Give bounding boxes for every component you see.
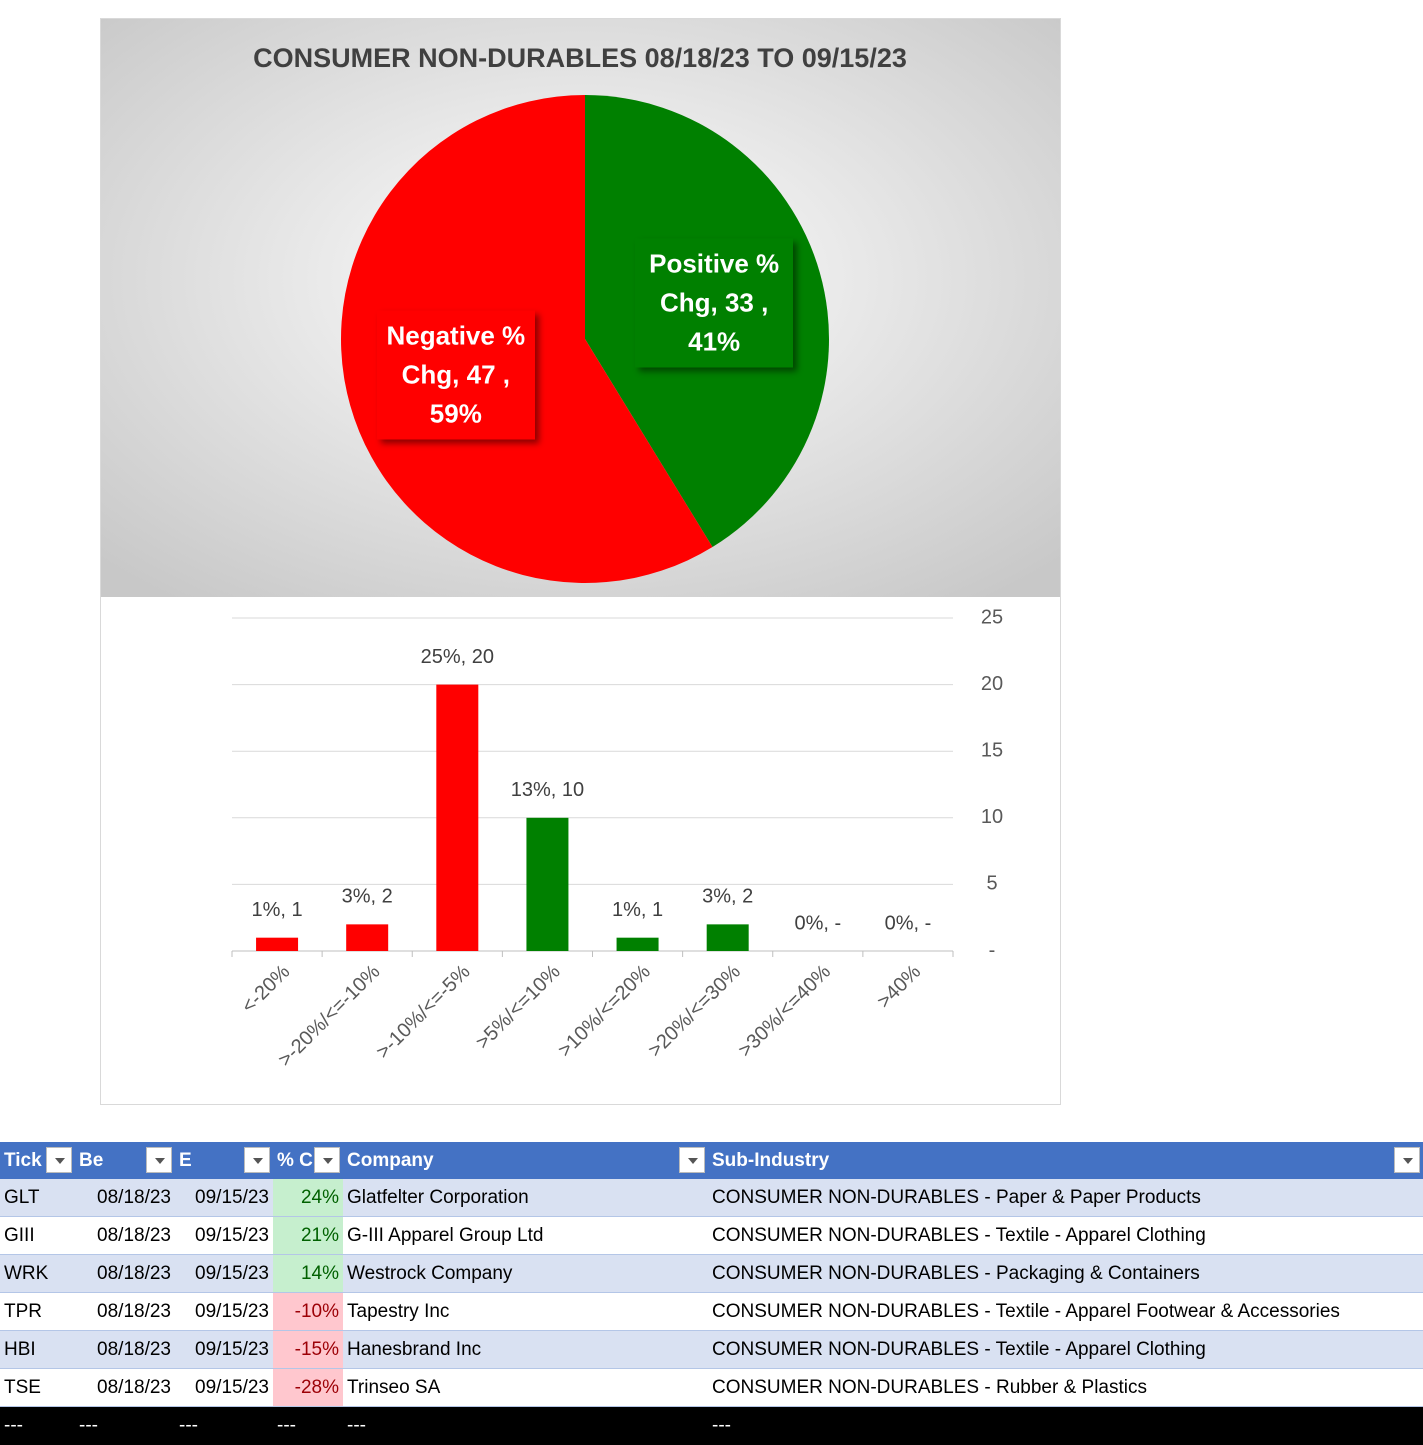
table-cell: Westrock Company — [343, 1254, 708, 1293]
y-tick-label: 25 — [981, 606, 1003, 628]
table-cell: -15% — [273, 1330, 343, 1369]
table-cell: -28% — [273, 1368, 343, 1407]
table-cell: 09/15/23 — [175, 1368, 273, 1407]
footer-cell: --- — [712, 1415, 731, 1436]
table-cell: WRK — [0, 1254, 75, 1293]
table-cell: CONSUMER NON-DURABLES - Paper & Paper Pr… — [708, 1179, 1423, 1217]
y-tick-label: - — [989, 939, 996, 961]
column-header: E — [175, 1142, 273, 1179]
bar-data-label: 0%, - — [794, 912, 841, 934]
filter-dropdown[interactable] — [1394, 1147, 1420, 1173]
table-cell: TPR — [0, 1292, 75, 1331]
footer-cell: --- — [347, 1415, 366, 1436]
y-tick-label: 5 — [986, 873, 997, 895]
column-header-text: E — [179, 1149, 192, 1171]
table-cell: CONSUMER NON-DURABLES - Textile - Appare… — [708, 1216, 1423, 1255]
footer-cell: --- — [4, 1415, 23, 1436]
bar-data-label: 13%, 10 — [511, 779, 584, 801]
table-cell: Glatfelter Corporation — [343, 1179, 708, 1217]
filter-dropdown[interactable] — [679, 1147, 705, 1173]
table-cell: 08/18/23 — [75, 1216, 175, 1255]
table-cell: 08/18/23 — [75, 1368, 175, 1407]
table-cell: 09/15/23 — [175, 1216, 273, 1255]
footer-cell: --- — [79, 1415, 98, 1436]
table-cell: CONSUMER NON-DURABLES - Textile - Appare… — [708, 1292, 1423, 1331]
charts: CONSUMER NON-DURABLES 08/18/23 TO 09/15/… — [100, 18, 1061, 1105]
bar-data-label: 1%, 1 — [251, 899, 302, 921]
chart-title: CONSUMER NON-DURABLES 08/18/23 TO 09/15/… — [253, 43, 907, 73]
table-cell: 21% — [273, 1216, 343, 1255]
column-header: % C — [273, 1142, 343, 1179]
table-cell: HBI — [0, 1330, 75, 1369]
table-cell: CONSUMER NON-DURABLES - Rubber & Plastic… — [708, 1368, 1423, 1407]
table-cell: 08/18/23 — [75, 1254, 175, 1293]
filter-dropdown[interactable] — [244, 1147, 270, 1173]
pie-data-label: Negative % Chg, 47 , 59% — [376, 310, 535, 440]
table-cell: 08/18/23 — [75, 1330, 175, 1369]
table-cell: CONSUMER NON-DURABLES - Packaging & Cont… — [708, 1254, 1423, 1293]
filter-dropdown[interactable] — [46, 1147, 72, 1173]
table-cell: Hanesbrand Inc — [343, 1330, 708, 1369]
column-header-text: % C — [277, 1149, 313, 1171]
column-header: Company — [343, 1142, 708, 1179]
column-header: Sub-Industry — [708, 1142, 1423, 1179]
column-header: Be — [75, 1142, 175, 1179]
table-cell: GLT — [0, 1179, 75, 1217]
bar-data-label: 25%, 20 — [421, 646, 494, 668]
bar — [526, 817, 569, 951]
table-row: TPR 08/18/23 09/15/23 -10% Tapestry Inc CONSU… — [0, 1292, 1423, 1331]
bar — [436, 684, 479, 951]
table-row: GIII 08/18/23 09/15/23 21% G-III Apparel Gro… — [0, 1216, 1423, 1255]
table-row: GLT 08/18/23 09/15/23 24% Glatfelter Corpora… — [0, 1179, 1423, 1217]
table-row: HBI 08/18/23 09/15/23 -15% Hanesbrand Inc CON… — [0, 1330, 1423, 1369]
column-header-text: Be — [79, 1149, 104, 1171]
bar — [256, 937, 299, 951]
filter-dropdown[interactable] — [314, 1147, 340, 1173]
table-cell: 09/15/23 — [175, 1292, 273, 1331]
footer-row: --- --- --- --- --- --- — [0, 1406, 1423, 1445]
table-cell: GIII — [0, 1216, 75, 1255]
pie-data-label: Positive % Chg, 33 , 41% — [635, 238, 794, 368]
table-cell: Tapestry Inc — [343, 1292, 708, 1331]
column-header: Tick — [0, 1142, 75, 1179]
footer-cell: --- — [179, 1415, 198, 1436]
table-cell: 14% — [273, 1254, 343, 1293]
bar — [346, 924, 389, 951]
table-cell: 09/15/23 — [175, 1330, 273, 1369]
y-tick-label: 15 — [981, 739, 1003, 761]
table-row: TSE 08/18/23 09/15/23 -28% Trinseo SA CONSUME… — [0, 1368, 1423, 1407]
table-row: WRK 08/18/23 09/15/23 14% Westrock Company CO… — [0, 1254, 1423, 1293]
table-cell: 08/18/23 — [75, 1179, 175, 1217]
table-cell: 24% — [273, 1179, 343, 1217]
column-header-text: Sub-Industry — [712, 1149, 830, 1171]
bar-data-label: 1%, 1 — [612, 899, 663, 921]
table-cell: TSE — [0, 1368, 75, 1407]
filter-dropdown[interactable] — [146, 1147, 172, 1173]
table-cell: 09/15/23 — [175, 1179, 273, 1217]
footer-cell: --- — [277, 1415, 296, 1436]
column-header-text: Tick — [4, 1149, 42, 1171]
header-row: Tick Be E % C Company Sub-Industry — [0, 1142, 1423, 1179]
data-table: Tick Be E% C Company Sub-Industry GLT 08/18/2… — [0, 1142, 1423, 1445]
table-cell: 09/15/23 — [175, 1254, 273, 1293]
table-cell: 08/18/23 — [75, 1292, 175, 1331]
bar — [616, 937, 659, 951]
table-cell: G-III Apparel Group Ltd — [343, 1216, 708, 1255]
y-tick-label: 20 — [981, 673, 1003, 695]
bar — [706, 924, 749, 951]
bar-data-label: 3%, 2 — [342, 886, 393, 908]
table-cell: Trinseo SA — [343, 1368, 708, 1407]
table-cell: -10% — [273, 1292, 343, 1331]
y-tick-label: 10 — [981, 806, 1003, 828]
table-cell: CONSUMER NON-DURABLES - Textile - Appare… — [708, 1330, 1423, 1369]
bar-data-label: 3%, 2 — [702, 886, 753, 908]
bar-data-label: 0%, - — [885, 912, 932, 934]
column-header-text: Company — [347, 1149, 434, 1171]
